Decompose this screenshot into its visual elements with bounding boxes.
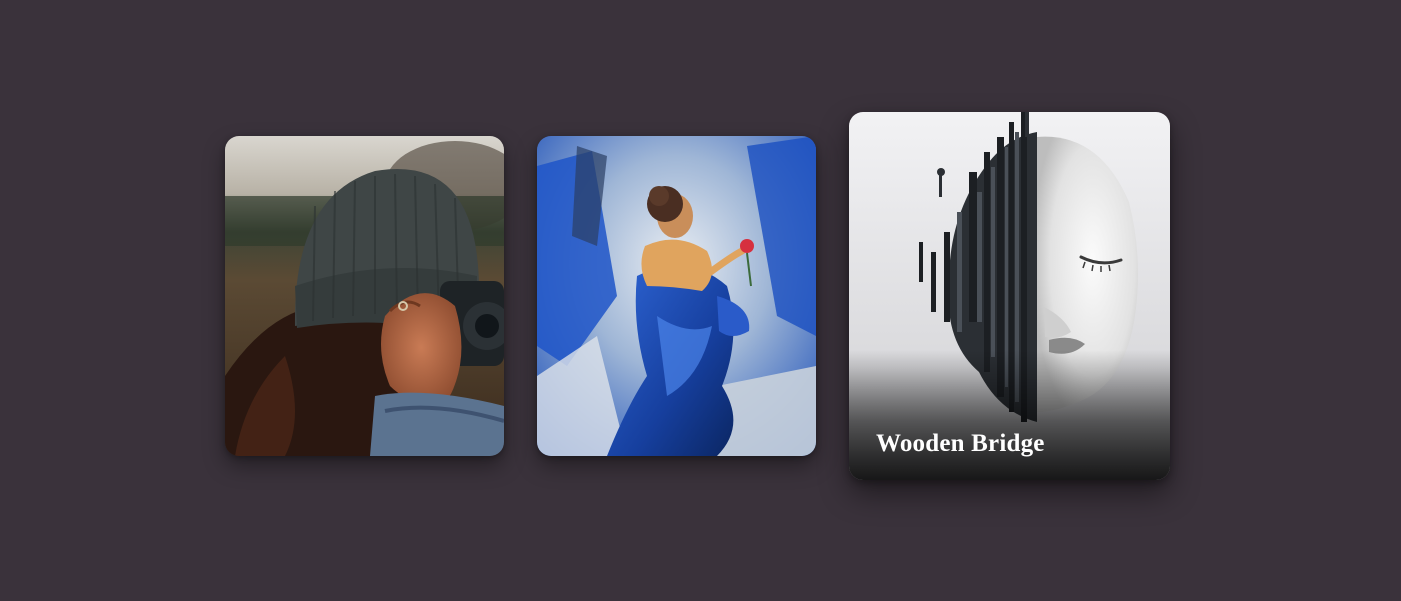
gallery-card-blue-dress-painting[interactable] (537, 136, 816, 456)
card-title: Wooden Bridge (876, 430, 1045, 457)
blue-dress-painting-image (537, 136, 816, 456)
gallery-card-photographer[interactable] (225, 136, 504, 456)
photographer-image (225, 136, 504, 456)
gallery-card-featured[interactable]: Wooden Bridge (849, 112, 1170, 480)
caption-gradient-overlay (849, 350, 1170, 480)
